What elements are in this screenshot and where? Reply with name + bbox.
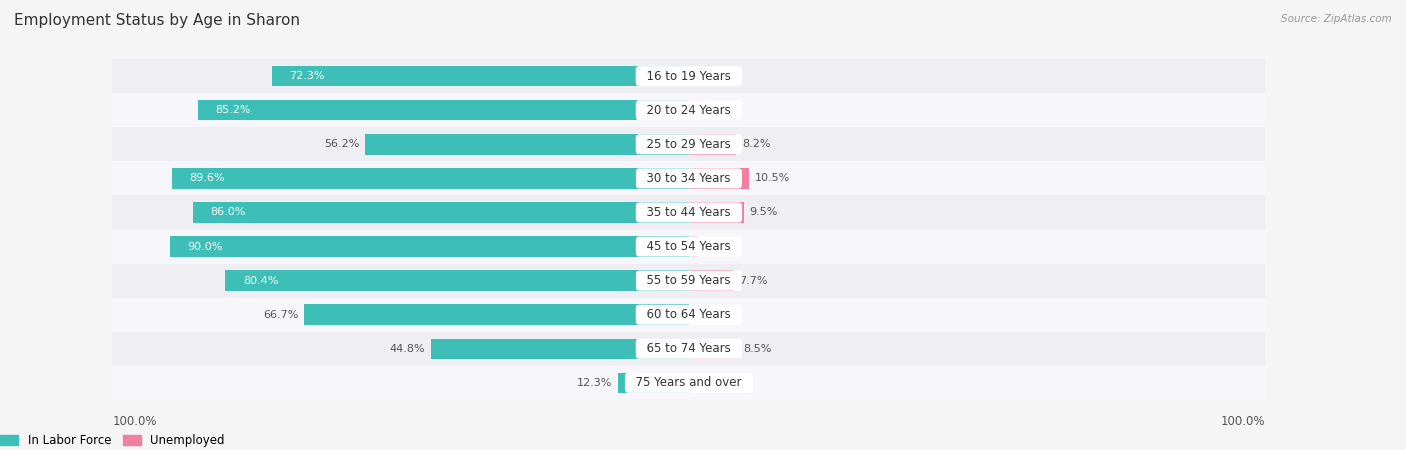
Text: 20 to 24 Years: 20 to 24 Years — [640, 104, 738, 117]
Text: 16 to 19 Years: 16 to 19 Years — [640, 70, 738, 83]
Text: 0.0%: 0.0% — [695, 378, 723, 388]
Bar — [689, 270, 734, 291]
Bar — [112, 162, 1265, 195]
Text: 80.4%: 80.4% — [243, 275, 278, 286]
Bar — [112, 264, 1265, 297]
Bar — [112, 230, 1265, 264]
Bar — [430, 338, 689, 359]
Bar — [112, 297, 1265, 332]
Text: 7.7%: 7.7% — [740, 275, 768, 286]
Bar — [305, 305, 689, 325]
Text: 1.6%: 1.6% — [704, 242, 733, 252]
Bar — [689, 338, 738, 359]
Text: 89.6%: 89.6% — [190, 173, 225, 184]
Bar — [619, 373, 689, 393]
Bar — [225, 270, 689, 291]
Bar — [173, 168, 689, 189]
Text: 10.5%: 10.5% — [755, 173, 790, 184]
Bar — [689, 168, 749, 189]
Bar — [689, 100, 704, 121]
Bar — [112, 332, 1265, 366]
Bar — [198, 100, 689, 121]
Bar — [689, 202, 744, 223]
Text: 75 Years and over: 75 Years and over — [628, 376, 749, 389]
Text: 45 to 54 Years: 45 to 54 Years — [640, 240, 738, 253]
Text: 0.0%: 0.0% — [695, 310, 723, 320]
Bar — [112, 195, 1265, 230]
Text: 100.0%: 100.0% — [1220, 415, 1265, 428]
Text: 65 to 74 Years: 65 to 74 Years — [640, 342, 738, 355]
Text: 90.0%: 90.0% — [187, 242, 222, 252]
Bar — [112, 93, 1265, 127]
Bar — [193, 202, 689, 223]
Text: 8.5%: 8.5% — [744, 344, 772, 354]
Bar — [112, 59, 1265, 93]
Text: 44.8%: 44.8% — [389, 344, 425, 354]
Bar — [170, 236, 689, 257]
Text: 56.2%: 56.2% — [323, 140, 359, 149]
Bar — [112, 366, 1265, 400]
Bar — [366, 134, 689, 154]
Legend: In Labor Force, Unemployed: In Labor Force, Unemployed — [0, 429, 229, 450]
Bar — [689, 66, 706, 86]
Text: 9.5%: 9.5% — [749, 207, 778, 217]
Bar — [689, 134, 737, 154]
Text: 12.3%: 12.3% — [576, 378, 612, 388]
Bar — [689, 236, 699, 257]
Text: 85.2%: 85.2% — [215, 105, 250, 115]
Text: 2.7%: 2.7% — [710, 105, 738, 115]
Text: 8.2%: 8.2% — [742, 140, 770, 149]
Text: 60 to 64 Years: 60 to 64 Years — [640, 308, 738, 321]
Text: 66.7%: 66.7% — [263, 310, 298, 320]
Text: 55 to 59 Years: 55 to 59 Years — [640, 274, 738, 287]
Text: Source: ZipAtlas.com: Source: ZipAtlas.com — [1281, 14, 1392, 23]
Text: 25 to 29 Years: 25 to 29 Years — [640, 138, 738, 151]
Text: 30 to 34 Years: 30 to 34 Years — [640, 172, 738, 185]
Text: 35 to 44 Years: 35 to 44 Years — [640, 206, 738, 219]
Bar — [112, 127, 1265, 162]
Text: Employment Status by Age in Sharon: Employment Status by Age in Sharon — [14, 14, 299, 28]
Text: 100.0%: 100.0% — [112, 415, 157, 428]
Bar — [273, 66, 689, 86]
Text: 2.9%: 2.9% — [711, 71, 740, 81]
Text: 86.0%: 86.0% — [211, 207, 246, 217]
Text: 72.3%: 72.3% — [290, 71, 325, 81]
